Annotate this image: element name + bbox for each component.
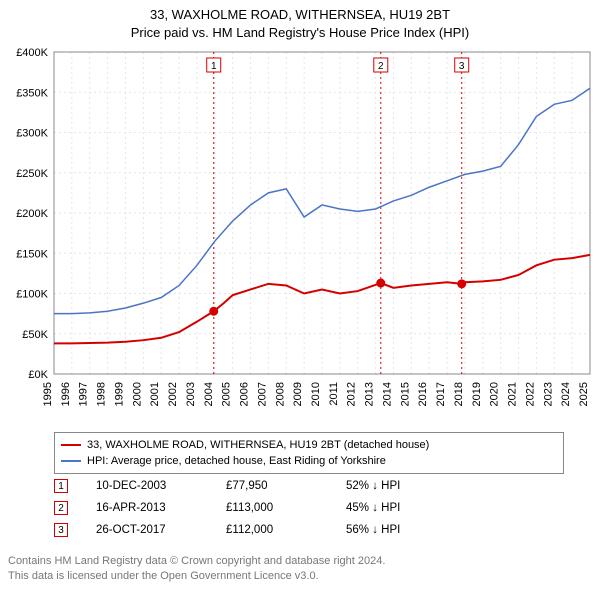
x-tick-label: 2014 (381, 382, 393, 406)
event-date: 16-APR-2013 (96, 502, 226, 514)
y-tick-label: £300K (16, 128, 48, 140)
event-price: £77,950 (226, 480, 346, 492)
x-tick-label: 2002 (167, 382, 179, 406)
x-tick-label: 2024 (560, 382, 572, 406)
x-tick-label: 2000 (131, 382, 143, 406)
y-tick-label: £100K (16, 289, 48, 301)
legend: 33, WAXHOLME ROAD, WITHERNSEA, HU19 2BT … (54, 432, 564, 474)
x-tick-label: 2008 (274, 382, 286, 406)
y-tick-label: £200K (16, 208, 48, 220)
event-marker-dot (457, 279, 466, 288)
footer-attribution: Contains HM Land Registry data © Crown c… (8, 554, 385, 584)
legend-label: 33, WAXHOLME ROAD, WITHERNSEA, HU19 2BT … (87, 439, 429, 451)
y-tick-label: £150K (16, 248, 48, 260)
x-tick-label: 2021 (507, 382, 519, 406)
x-tick-label: 2010 (310, 382, 322, 406)
x-tick-label: 2020 (489, 382, 501, 406)
event-date: 26-OCT-2017 (96, 524, 226, 536)
x-tick-label: 2018 (453, 382, 465, 406)
x-tick-label: 2015 (399, 382, 411, 406)
y-tick-label: £0K (28, 369, 48, 381)
legend-row: HPI: Average price, detached house, East… (61, 453, 557, 469)
event-price: £113,000 (226, 502, 346, 514)
sale-events: 1 10-DEC-2003£77,95052% ↓ HPI 2 16-APR-2013… (54, 475, 574, 541)
event-marker-dot (209, 307, 218, 316)
x-tick-label: 1997 (78, 382, 90, 406)
event-delta: 45% ↓ HPI (346, 502, 574, 514)
x-tick-label: 2019 (471, 382, 483, 406)
y-tick-label: £50K (22, 329, 48, 341)
x-tick-label: 2011 (328, 382, 340, 406)
x-tick-label: 2025 (578, 382, 590, 406)
x-tick-label: 2004 (203, 382, 215, 406)
x-tick-label: 2023 (542, 382, 554, 406)
y-tick-label: £400K (16, 47, 48, 59)
x-tick-label: 1998 (96, 382, 108, 406)
x-tick-label: 2017 (435, 382, 447, 406)
event-row: 3 26-OCT-2017£112,00056% ↓ HPI (54, 519, 574, 541)
event-num-box: 2 (54, 501, 68, 515)
x-tick-label: 2007 (256, 382, 268, 406)
chart-title-block: 33, WAXHOLME ROAD, WITHERNSEA, HU19 2BT … (0, 0, 600, 41)
footer-line-2: This data is licensed under the Open Gov… (8, 569, 385, 584)
x-tick-label: 2016 (417, 382, 429, 406)
event-num-box: 1 (54, 479, 68, 493)
footer-line-1: Contains HM Land Registry data © Crown c… (8, 554, 385, 569)
chart-area: £0K £50K £100K £150K £200K £250K £300K £350K £40… (0, 44, 600, 424)
x-tick-label: 2003 (185, 382, 197, 406)
x-tick-label: 2001 (149, 382, 161, 406)
x-tick-label: 2009 (292, 382, 304, 406)
x-tick-label: 2005 (221, 382, 233, 406)
x-tick-label: 1999 (113, 382, 125, 406)
legend-row: 33, WAXHOLME ROAD, WITHERNSEA, HU19 2BT … (61, 437, 557, 453)
title-line-1: 33, WAXHOLME ROAD, WITHERNSEA, HU19 2BT (0, 6, 600, 24)
x-tick-label: 2013 (364, 382, 376, 406)
x-tick-label: 1996 (60, 382, 72, 406)
event-marker-num: 1 (211, 61, 217, 72)
event-row: 1 10-DEC-2003£77,95052% ↓ HPI (54, 475, 574, 497)
event-row: 2 16-APR-2013£113,00045% ↓ HPI (54, 497, 574, 519)
legend-swatch (61, 444, 81, 446)
title-line-2: Price paid vs. HM Land Registry's House … (0, 24, 600, 42)
x-tick-label: 2012 (346, 382, 358, 406)
event-date: 10-DEC-2003 (96, 480, 226, 492)
x-tick-label: 1995 (42, 382, 54, 406)
event-marker-dot (376, 279, 385, 288)
event-marker-num: 2 (378, 61, 384, 72)
x-tick-label: 2006 (239, 382, 251, 406)
x-tick-label: 2022 (524, 382, 536, 406)
legend-swatch (61, 460, 81, 462)
event-marker-num: 3 (459, 61, 465, 72)
y-tick-label: £350K (16, 87, 48, 99)
event-price: £112,000 (226, 524, 346, 536)
event-delta: 56% ↓ HPI (346, 524, 574, 536)
event-num-box: 3 (54, 523, 68, 537)
event-delta: 52% ↓ HPI (346, 480, 574, 492)
y-tick-label: £250K (16, 168, 48, 180)
legend-label: HPI: Average price, detached house, East… (87, 455, 386, 467)
